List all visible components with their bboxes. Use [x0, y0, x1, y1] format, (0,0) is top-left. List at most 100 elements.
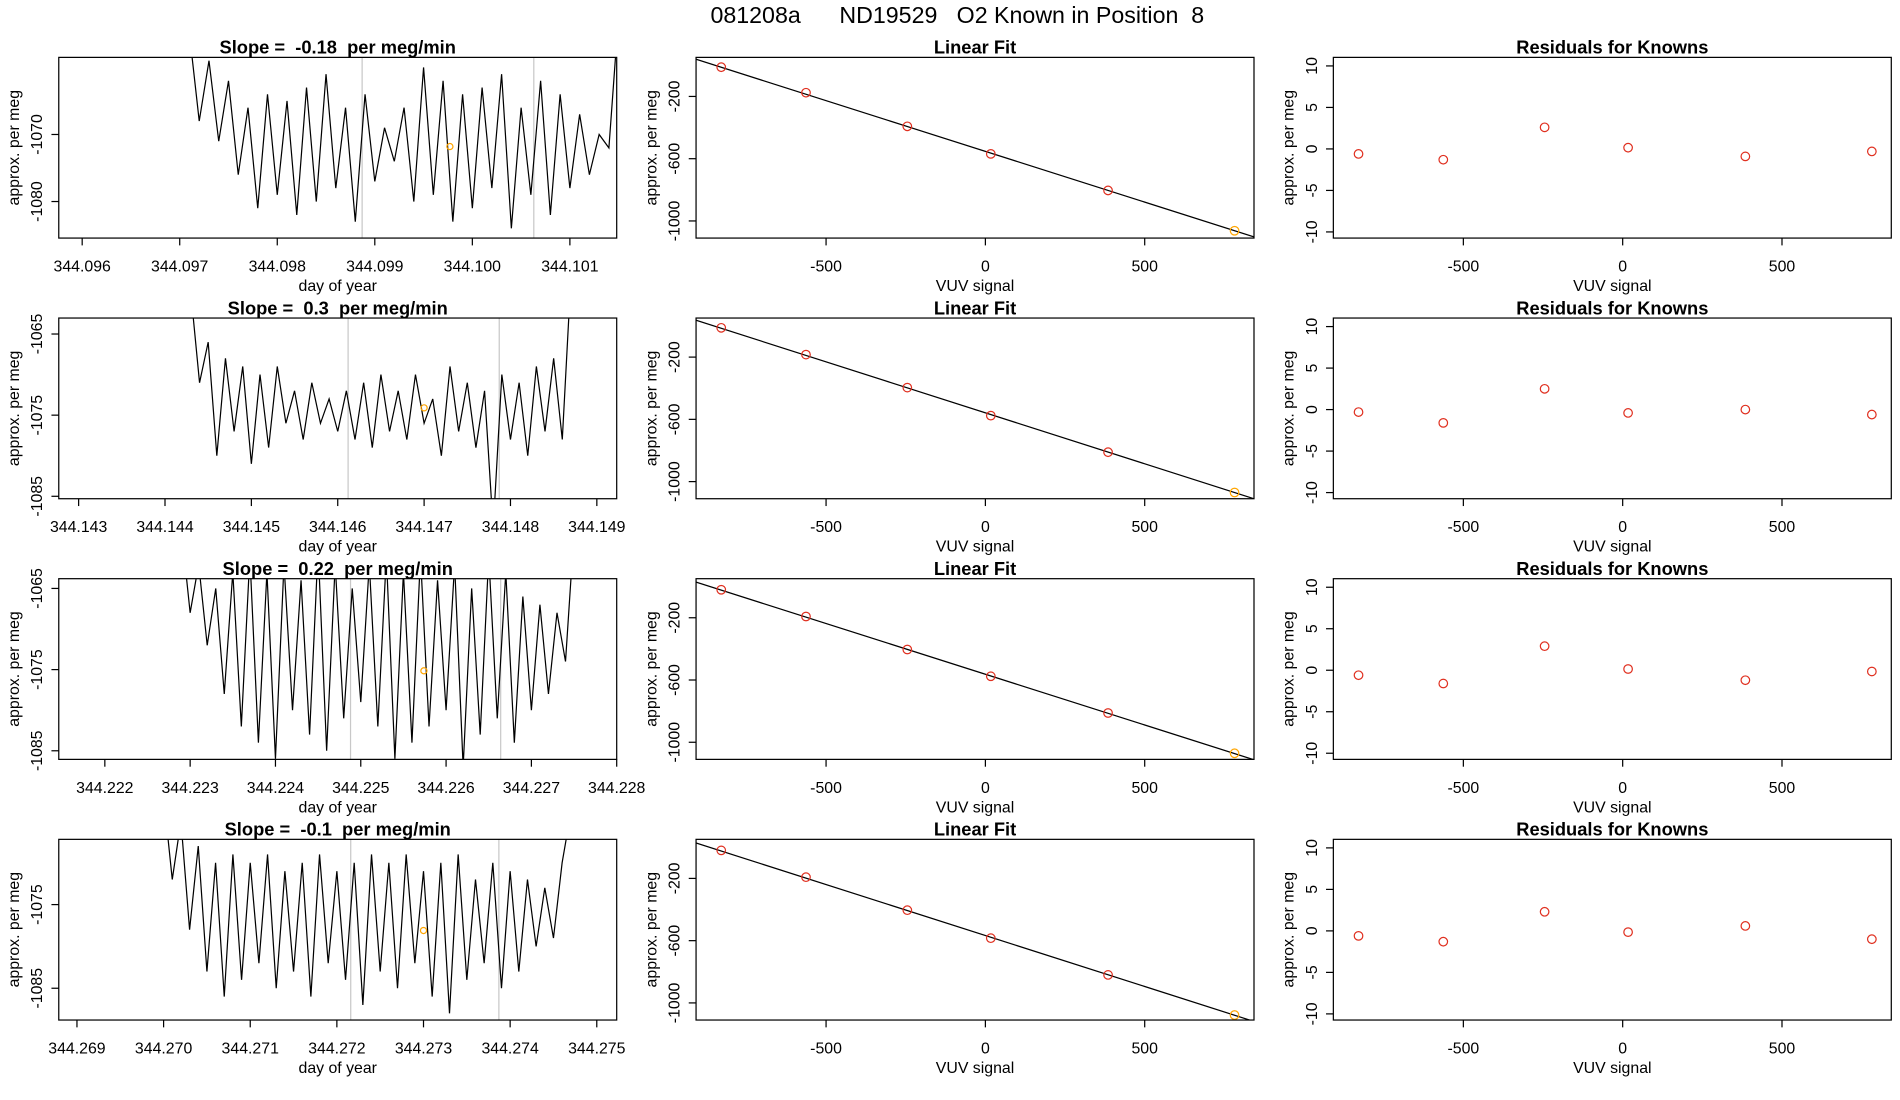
- y-tick-label: 5: [1304, 103, 1321, 112]
- x-tick-label: 344.096: [54, 259, 112, 276]
- x-axis-label: day of year: [299, 278, 378, 295]
- y-tick-label: -1065: [29, 568, 46, 609]
- plot-area: [185, 578, 572, 760]
- y-tick-label: 5: [1304, 885, 1321, 894]
- y-axis-label: approx. per meg: [1281, 872, 1298, 987]
- y-tick-label: 0: [1304, 926, 1321, 935]
- panel: Linear Fit -500 0 500 -1000 -600 -200 VUV signa…: [643, 297, 1255, 556]
- x-tick-label: 500: [1131, 1041, 1158, 1058]
- plot-frame: [58, 838, 618, 1021]
- point: [1438, 936, 1449, 947]
- fit-line: [696, 319, 1254, 499]
- highlight-point: [420, 404, 428, 412]
- panel-title: Residuals for Knowns: [1516, 297, 1708, 318]
- point: [1539, 641, 1550, 652]
- x-tick-label: 344.098: [249, 259, 307, 276]
- point: [1623, 927, 1633, 938]
- point: [985, 148, 996, 159]
- x-tick-label: 344.145: [223, 519, 281, 536]
- point: [1539, 383, 1550, 394]
- y-tick-label: -600: [666, 403, 683, 435]
- plot-area: [1353, 122, 1877, 165]
- y-tick-label: -1085: [29, 968, 46, 1009]
- highlight-point: [446, 142, 454, 151]
- panel-title: Slope = -0.18 per meg/min: [220, 37, 456, 58]
- panel: Residuals for Knowns -500 0 500 -10 -5 0 5 10 VUV…: [1281, 297, 1892, 556]
- x-axis-label: VUV signal: [1573, 539, 1651, 556]
- plot-frame: [58, 317, 618, 500]
- point: [1353, 670, 1364, 681]
- x-tick-label: 344.226: [417, 780, 475, 797]
- y-tick-label: 0: [1304, 144, 1321, 153]
- x-tick-label: 344.100: [444, 259, 502, 276]
- y-tick-label: -5: [1304, 965, 1321, 979]
- y-axis-label: approx. per meg: [1281, 611, 1298, 726]
- plot-frame: [1332, 578, 1892, 760]
- panel: Slope = -0.1 per meg/min 344.269 344.270 34…: [6, 819, 626, 1077]
- x-tick-label: 344.275: [568, 1041, 626, 1058]
- point: [985, 933, 996, 944]
- x-axis-label: VUV signal: [1573, 278, 1651, 295]
- x-tick-label: 344.147: [395, 519, 453, 536]
- panel-title: Linear Fit: [934, 37, 1016, 58]
- y-tick-label: -10: [1304, 481, 1321, 504]
- x-tick-label: 0: [981, 259, 990, 276]
- plot-area: [1353, 383, 1877, 428]
- point: [1229, 225, 1240, 236]
- series-line: [192, 318, 570, 499]
- x-tick-label: 344.149: [568, 519, 626, 536]
- fit-line: [696, 58, 1254, 238]
- x-tick-label: 344.101: [541, 259, 599, 276]
- point: [1740, 675, 1751, 686]
- plot-area: [696, 319, 1254, 499]
- y-tick-label: -1065: [29, 314, 46, 355]
- y-tick-label: 0: [1304, 666, 1321, 675]
- point: [716, 584, 727, 595]
- x-tick-label: 0: [981, 780, 990, 797]
- y-tick-label: -10: [1304, 742, 1321, 765]
- x-tick-label: -500: [1447, 1041, 1479, 1058]
- y-tick-label: -1070: [29, 114, 46, 155]
- x-tick-label: 344.228: [588, 780, 646, 797]
- x-tick-label: -500: [810, 1041, 842, 1058]
- x-tick-label: -500: [1447, 259, 1479, 276]
- panel-title: Linear Fit: [934, 558, 1016, 579]
- y-tick-label: -1075: [29, 649, 46, 690]
- x-axis-label: VUV signal: [936, 278, 1014, 295]
- x-tick-label: 344.099: [346, 259, 404, 276]
- x-tick-label: 500: [1769, 259, 1796, 276]
- y-tick-label: 5: [1304, 624, 1321, 633]
- x-tick-label: 500: [1131, 780, 1158, 797]
- x-tick-label: 344.271: [222, 1041, 280, 1058]
- point: [1740, 921, 1751, 931]
- panel: Slope = -0.18 per meg/min 344.096 344.097 3…: [6, 37, 618, 295]
- point: [801, 87, 811, 98]
- point: [1623, 142, 1633, 153]
- point: [1438, 154, 1449, 165]
- panel-title: Slope = 0.22 per meg/min: [223, 558, 453, 579]
- y-tick-label: -1000: [666, 200, 683, 241]
- panel: Slope = 0.3 per meg/min 344.143 344.144 344…: [6, 297, 626, 555]
- panel: Linear Fit -500 0 500 -1000 -600 -200 VUV signa…: [643, 819, 1255, 1077]
- panel: Slope = 0.22 per meg/min 344.222 344.223 34…: [6, 558, 646, 816]
- point: [1353, 149, 1364, 159]
- point: [1353, 407, 1364, 417]
- y-axis-label: approx. per meg: [643, 90, 660, 205]
- x-tick-label: 344.146: [309, 519, 367, 536]
- x-axis-label: day of year: [299, 1060, 378, 1077]
- y-tick-label: -200: [666, 80, 683, 112]
- plot-frame: [695, 578, 1255, 760]
- x-tick-label: 344.227: [503, 780, 561, 797]
- plot-frame: [695, 56, 1255, 239]
- plot-frame: [695, 317, 1255, 500]
- point: [1229, 748, 1240, 759]
- point: [1740, 404, 1751, 415]
- x-tick-label: 500: [1769, 1041, 1796, 1058]
- x-tick-label: 344.144: [136, 519, 194, 536]
- y-axis-label: approx. per meg: [1281, 90, 1298, 205]
- point: [1539, 122, 1550, 133]
- y-tick-label: -5: [1304, 444, 1321, 458]
- point: [801, 349, 811, 360]
- x-tick-label: 344.270: [135, 1041, 193, 1058]
